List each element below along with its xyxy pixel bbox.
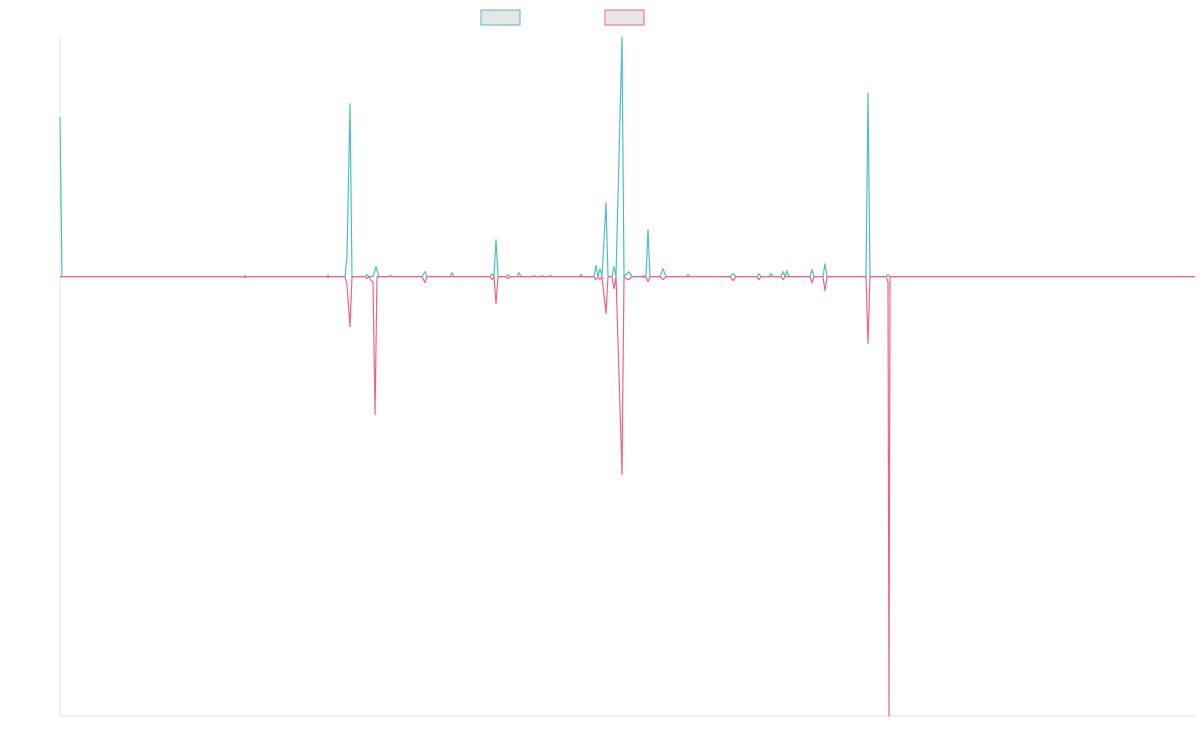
series-line-2 — [60, 276, 1195, 717]
legend-swatch-series-2[interactable] — [604, 9, 645, 26]
legend[interactable] — [480, 9, 645, 26]
legend-swatch-series-1[interactable] — [480, 9, 521, 26]
plot-area — [59, 36, 1195, 717]
series-line-1 — [59, 36, 1195, 278]
